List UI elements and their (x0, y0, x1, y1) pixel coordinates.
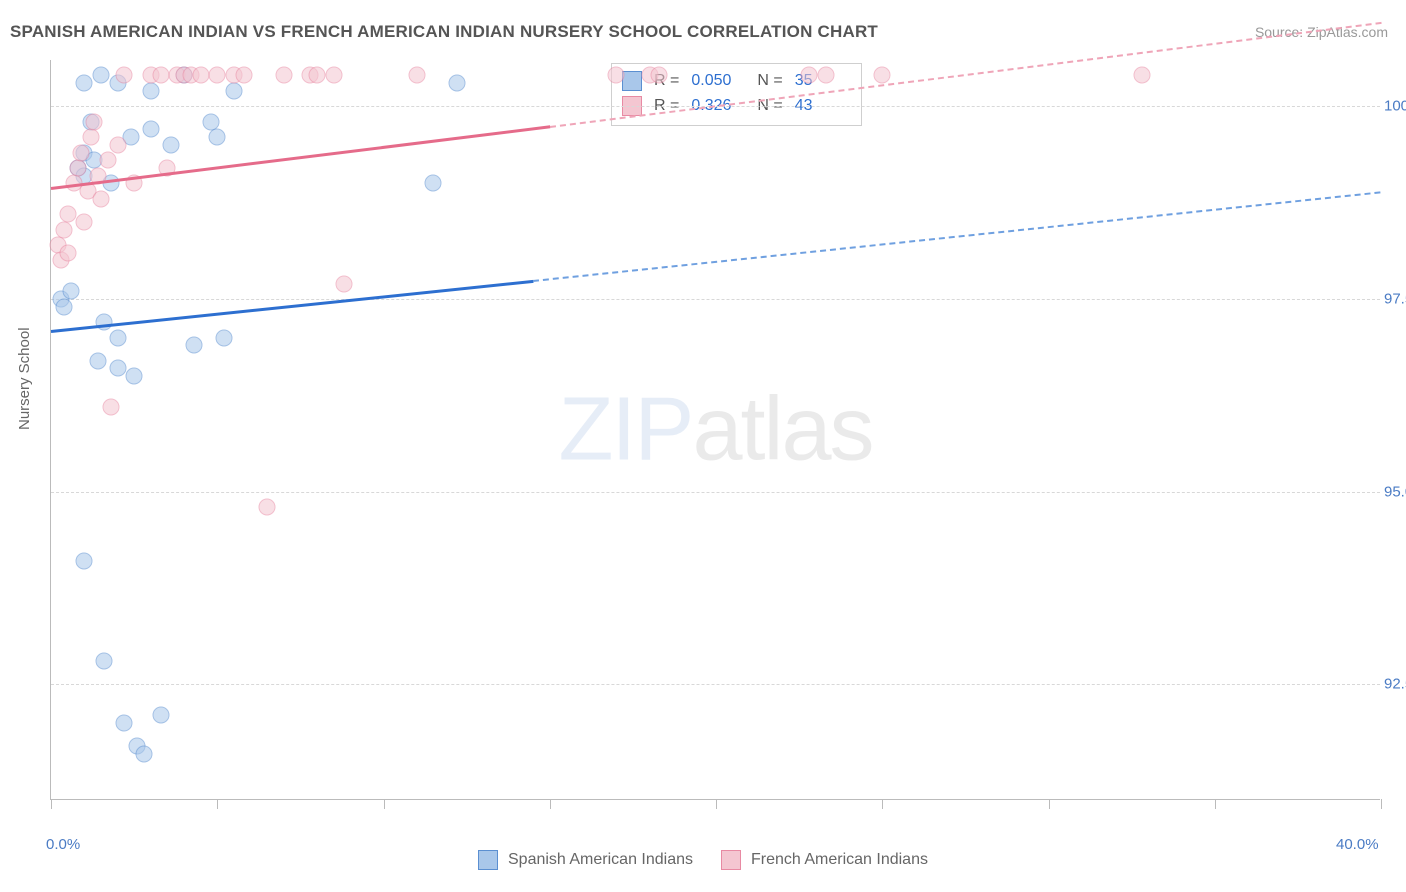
data-point (425, 175, 442, 192)
data-point (59, 244, 76, 261)
data-point (448, 75, 465, 92)
data-point (608, 67, 625, 84)
plot-area: ZIPatlas R = 0.050 N = 35 R = 0.326 N = … (50, 60, 1380, 800)
data-point (209, 129, 226, 146)
watermark-atlas: atlas (692, 379, 872, 479)
n-label-1: N = (757, 69, 782, 94)
data-point (62, 283, 79, 300)
data-point (215, 329, 232, 346)
data-point (651, 67, 668, 84)
data-point (56, 221, 73, 238)
y-tick-label: 92.5% (1384, 676, 1406, 693)
data-point (817, 67, 834, 84)
data-point (69, 159, 86, 176)
data-point (275, 67, 292, 84)
data-point (235, 67, 252, 84)
chart-container: SPANISH AMERICAN INDIAN VS FRENCH AMERIC… (0, 0, 1406, 892)
x-tick-label-min: 0.0% (46, 836, 80, 853)
x-tick (1381, 799, 1382, 809)
data-point (116, 67, 133, 84)
data-point (92, 190, 109, 207)
y-tick-label: 95.0% (1384, 483, 1406, 500)
legend-swatch-series1-icon (478, 850, 498, 870)
data-point (82, 129, 99, 146)
data-point (142, 82, 159, 99)
data-point (96, 653, 113, 670)
legend-item-series2: French American Indians (721, 850, 928, 870)
data-point (142, 121, 159, 138)
data-point (72, 144, 89, 161)
x-tick (882, 799, 883, 809)
data-point (76, 553, 93, 570)
data-point (874, 67, 891, 84)
data-point (152, 67, 169, 84)
data-point (102, 398, 119, 415)
legend-bottom: Spanish American Indians French American… (0, 850, 1406, 870)
x-tick (384, 799, 385, 809)
gridline-h (51, 492, 1380, 493)
legend-label-series2: French American Indians (751, 851, 928, 869)
legend-swatch-series2-icon (721, 850, 741, 870)
watermark-zip: ZIP (558, 379, 692, 479)
data-point (162, 136, 179, 153)
x-tick (51, 799, 52, 809)
data-point (59, 206, 76, 223)
data-point (76, 75, 93, 92)
source-attribution: Source: ZipAtlas.com (1255, 24, 1388, 40)
data-point (76, 213, 93, 230)
trendline (533, 191, 1381, 282)
data-point (109, 360, 126, 377)
x-tick-label-max: 40.0% (1336, 836, 1379, 853)
data-point (92, 67, 109, 84)
trendline (51, 280, 533, 333)
data-point (408, 67, 425, 84)
data-point (192, 67, 209, 84)
y-tick-label: 100.0% (1384, 98, 1406, 115)
data-point (109, 136, 126, 153)
x-tick (217, 799, 218, 809)
gridline-h (51, 684, 1380, 685)
data-point (136, 745, 153, 762)
r-value-1: 0.050 (691, 69, 745, 94)
x-tick (1215, 799, 1216, 809)
data-point (801, 67, 818, 84)
data-point (89, 352, 106, 369)
data-point (325, 67, 342, 84)
data-point (185, 337, 202, 354)
data-point (126, 368, 143, 385)
data-point (309, 67, 326, 84)
data-point (99, 152, 116, 169)
x-tick (550, 799, 551, 809)
data-point (225, 82, 242, 99)
data-point (109, 329, 126, 346)
watermark: ZIPatlas (558, 378, 872, 481)
data-point (56, 298, 73, 315)
data-point (86, 113, 103, 130)
data-point (152, 707, 169, 724)
y-tick-label: 97.5% (1384, 290, 1406, 307)
swatch-series1-icon (622, 71, 642, 91)
legend-label-series1: Spanish American Indians (508, 851, 693, 869)
y-axis-title: Nursery School (16, 327, 33, 430)
data-point (1133, 67, 1150, 84)
gridline-h (51, 299, 1380, 300)
chart-title: SPANISH AMERICAN INDIAN VS FRENCH AMERIC… (10, 22, 878, 42)
x-tick (716, 799, 717, 809)
x-tick (1049, 799, 1050, 809)
data-point (116, 714, 133, 731)
data-point (335, 275, 352, 292)
data-point (259, 499, 276, 516)
data-point (209, 67, 226, 84)
legend-item-series1: Spanish American Indians (478, 850, 693, 870)
